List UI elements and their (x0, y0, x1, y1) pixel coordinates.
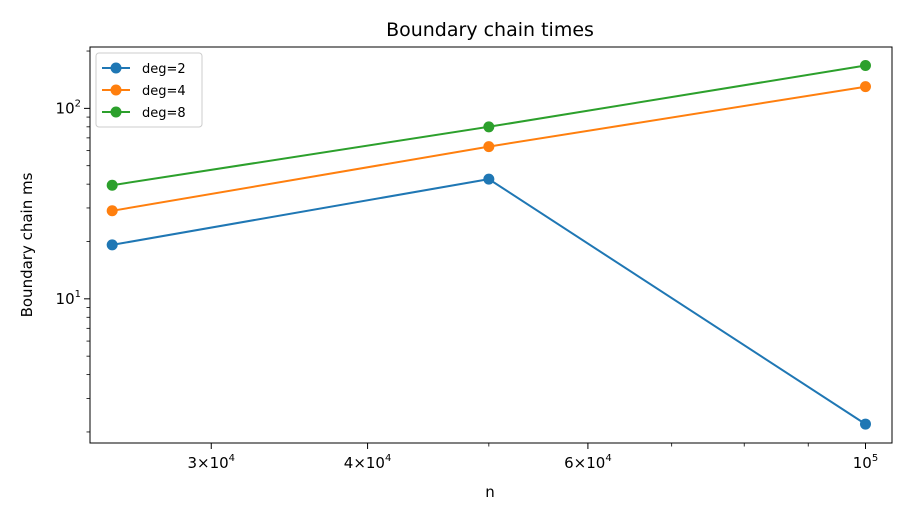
legend-box (95, 52, 203, 128)
axes-frame (89, 46, 893, 444)
legend-label: deg=4 (142, 84, 186, 99)
legend: deg=2 deg=4 deg=8 (95, 52, 203, 128)
x-axis-label: n (485, 483, 495, 501)
data-point-deg=2 (106, 239, 118, 251)
y-tick-label: 102 (56, 98, 81, 117)
legend-label: deg=2 (142, 62, 186, 77)
x-tick-label: 3×104 (187, 453, 235, 472)
y-tick-label: 101 (56, 289, 81, 308)
data-point-deg=8 (483, 121, 495, 133)
legend-label: deg=8 (142, 106, 186, 121)
data-point-deg=8 (859, 59, 871, 71)
data-point-deg=2 (483, 173, 495, 185)
data-point-deg=8 (106, 179, 118, 191)
legend-marker-deg=2 (110, 62, 122, 74)
data-point-deg=4 (106, 205, 118, 217)
x-tick-label: 105 (853, 453, 878, 472)
plot-area: 3×104 4×104 6×104 105 101 102 (56, 46, 893, 472)
legend-marker-deg=8 (110, 106, 122, 118)
data-point-deg=4 (859, 81, 871, 93)
legend-marker-deg=4 (110, 84, 122, 96)
x-tick-label: 4×104 (344, 453, 392, 472)
plot-background (90, 47, 892, 443)
y-axis-label: Boundary chain ms (18, 172, 36, 317)
data-point-deg=4 (483, 141, 495, 153)
data-point-deg=2 (859, 418, 871, 430)
x-tick-label: 6×104 (564, 453, 612, 472)
chart-title: Boundary chain times (386, 19, 594, 41)
